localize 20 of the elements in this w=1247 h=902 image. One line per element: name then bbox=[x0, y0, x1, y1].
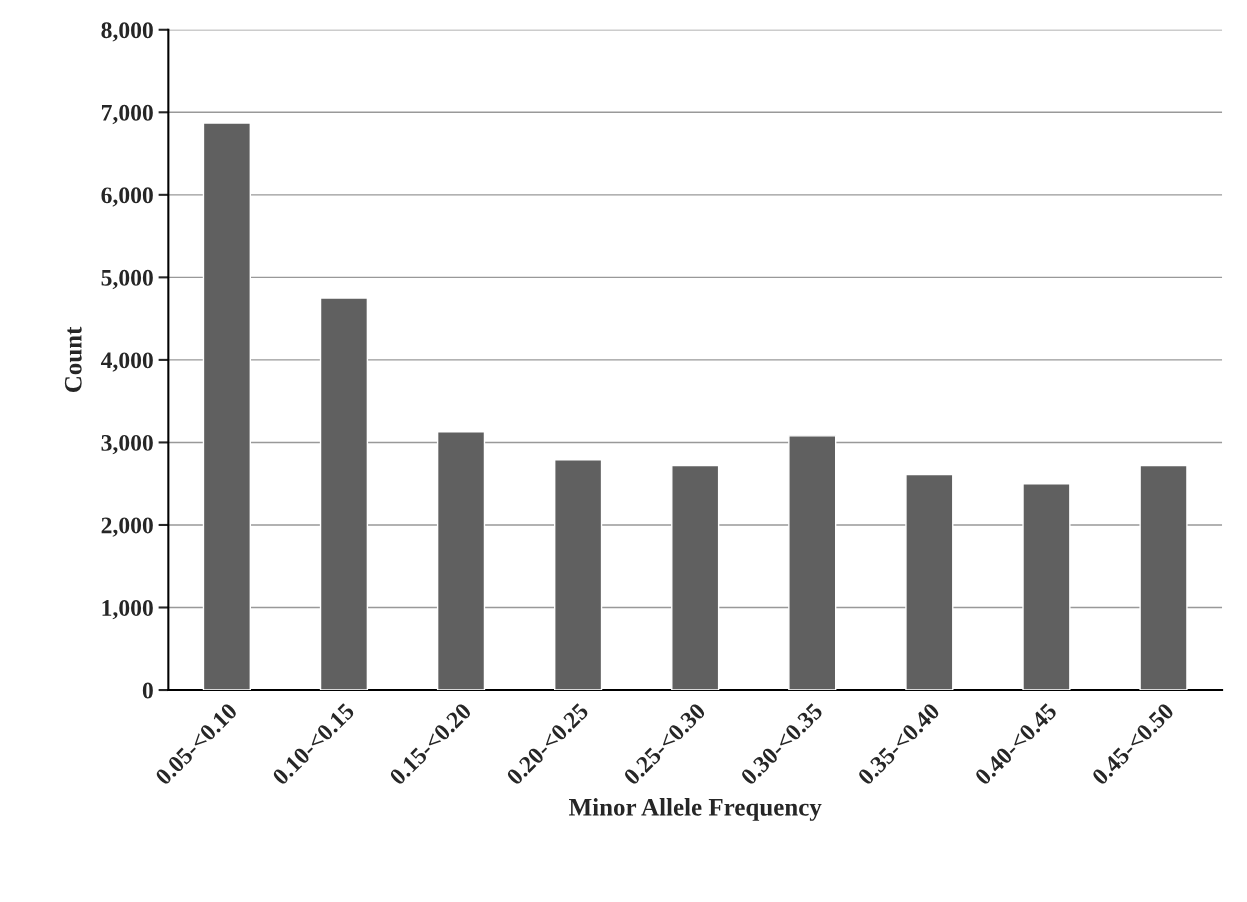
y-tick-label: 4,000 bbox=[100, 352, 153, 372]
bar bbox=[1022, 483, 1071, 691]
bar bbox=[788, 435, 837, 691]
bar bbox=[554, 459, 603, 691]
bar bbox=[1139, 464, 1188, 691]
x-axis-title: Minor Allele Frequency bbox=[569, 798, 822, 821]
bar bbox=[905, 473, 954, 691]
y-tick-label: 2,000 bbox=[101, 517, 153, 537]
bar bbox=[671, 464, 720, 691]
bar bbox=[319, 297, 369, 691]
y-tick-label: 5,000 bbox=[101, 269, 153, 290]
y-tick-label: 6,000 bbox=[101, 187, 153, 207]
y-tick-label: 1,000 bbox=[102, 599, 153, 620]
y-tick-label: 0 bbox=[142, 682, 153, 699]
y-tick-label: 8,000 bbox=[101, 22, 153, 42]
y-tick-label: 7,000 bbox=[101, 104, 153, 125]
y-axis-title: Count bbox=[64, 326, 82, 393]
bar bbox=[202, 122, 251, 691]
y-tick-label: 3,000 bbox=[101, 434, 153, 455]
bar bbox=[436, 431, 486, 691]
